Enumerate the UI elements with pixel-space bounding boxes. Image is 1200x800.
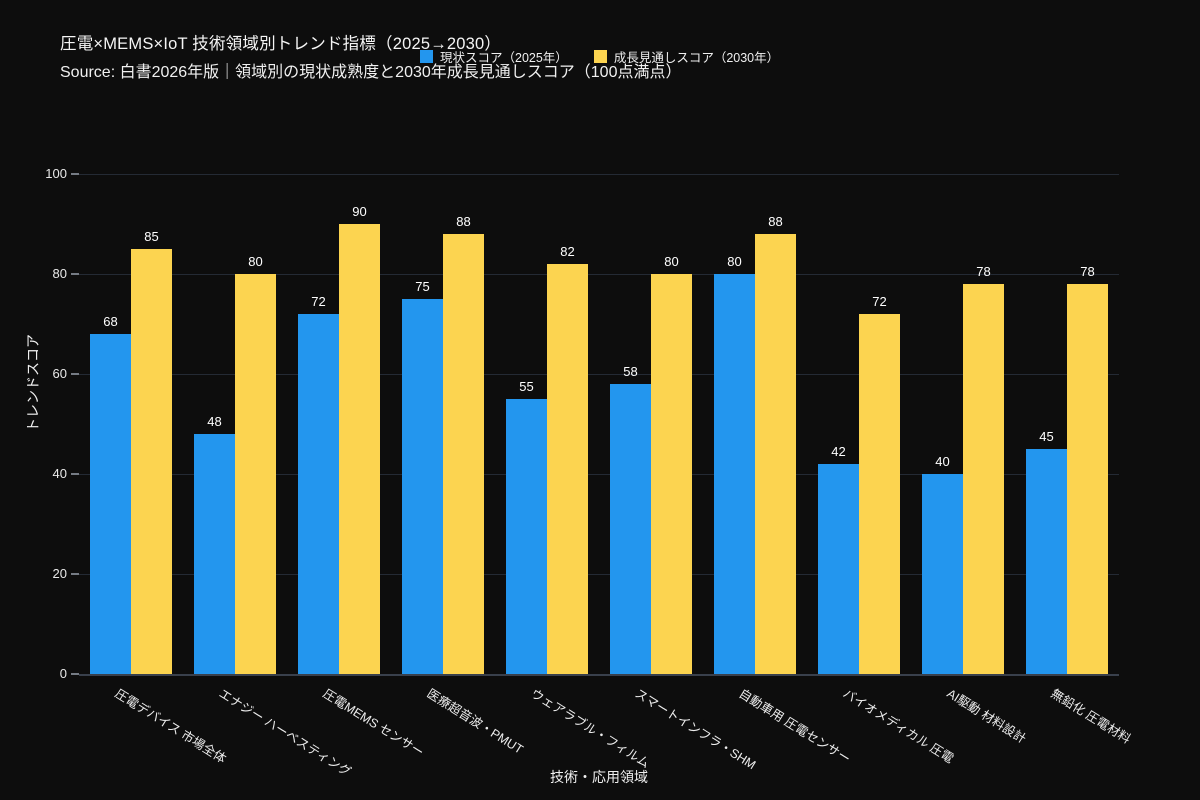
legend-item-2030: 成長見通しスコア（2030年） [593,47,780,66]
bar-value-label: 85 [144,229,159,244]
bar-2030 [963,284,1004,674]
bar-2030 [131,249,172,674]
chart-title: 圧電×MEMS×IoT 技術領域別トレンド指標（2025→2030） [60,35,502,53]
bar-2030 [651,274,692,674]
legend-swatch-2030-icon [593,50,607,63]
bar-2025 [194,434,235,674]
category-label: 無鉛化 圧電材料 [1048,686,1134,747]
bar-value-label: 72 [872,294,887,309]
x-axis-line [79,674,1119,676]
bar-value-label: 88 [768,214,783,229]
bar-2025 [714,274,755,674]
bar-value-label: 55 [519,379,534,394]
bar-value-label: 80 [664,254,679,269]
bar-value-label: 48 [207,414,222,429]
y-tick-label-40: 40 [52,466,67,481]
bar-2025 [506,399,547,674]
bar-value-label: 78 [1080,264,1095,279]
category-label: AI駆動 材料設計 [944,686,1029,747]
category-label: 医療超音波・PMUT [424,686,526,757]
bar-value-label: 88 [456,214,471,229]
bar-2030 [755,234,796,674]
bar-2025 [818,464,859,674]
category-label: バイオメディカル 圧電 [840,686,957,766]
legend: 現状スコア（2025年） 成長見通しスコア（2030年） [420,47,779,66]
bar-value-label: 72 [311,294,326,309]
y-tick-mark-40 [71,473,79,475]
plot-area: 0 20 40 60 80 100 68 85 圧電デバイス 市場全体 48 80 エナジー ハーベス… [45,166,1133,779]
bar-2030 [859,314,900,674]
gridline-40 [79,474,1119,475]
y-tick-mark-60 [71,373,79,375]
bar-2025 [298,314,339,674]
bar-value-label: 58 [623,364,638,379]
y-tick-label-20: 20 [52,566,67,581]
bar-2030 [547,264,588,674]
bar-2025 [922,474,963,674]
bar-2030 [443,234,484,674]
bar-2025 [90,334,131,674]
y-tick-label-0: 0 [59,666,67,681]
legend-label-2025: 現状スコア（2025年） [440,51,568,65]
bar-2025 [610,384,651,674]
legend-swatch-2025-icon [420,50,433,63]
gridline-100 [79,174,1119,175]
gridline-80 [79,274,1119,275]
y-tick-mark-20 [71,573,79,575]
chart-subtitle: Source: 白書2026年版｜領域別の現状成熟度と2030年成長見通しスコア… [60,64,682,81]
bar-value-label: 90 [352,204,367,219]
bar-value-label: 40 [935,454,950,469]
legend-label-2030: 成長見通しスコア（2030年） [613,51,780,65]
category-label: 圧電MEMS センサー [320,686,427,760]
bar-value-label: 80 [248,254,263,269]
bar-value-label: 42 [831,444,846,459]
bar-value-label: 75 [415,279,430,294]
y-axis-title: トレンドスコア [25,334,41,432]
y-tick-label-80: 80 [52,266,67,281]
bar-2025 [1026,449,1067,674]
y-tick-label-60: 60 [52,366,67,381]
bar-value-label: 68 [103,314,118,329]
bar-2030 [1067,284,1108,674]
legend-item-2025: 現状スコア（2025年） [420,47,568,66]
bar-value-label: 80 [727,254,742,269]
x-axis-title: 技術・応用領域 [550,769,648,785]
y-tick-mark-0 [71,673,79,675]
bar-value-label: 45 [1039,429,1054,444]
category-label: 圧電デバイス 市場全体 [112,686,229,767]
y-tick-mark-100 [71,173,79,175]
y-tick-mark-80 [71,273,79,275]
bar-2025 [402,299,443,674]
y-tick-label-100: 100 [45,166,67,181]
bar-value-label: 82 [560,244,575,259]
bar-2030 [339,224,380,674]
bar-2030 [235,274,276,674]
gridline-60 [79,374,1119,375]
gridline-20 [79,574,1119,575]
bar-value-label: 78 [976,264,991,279]
